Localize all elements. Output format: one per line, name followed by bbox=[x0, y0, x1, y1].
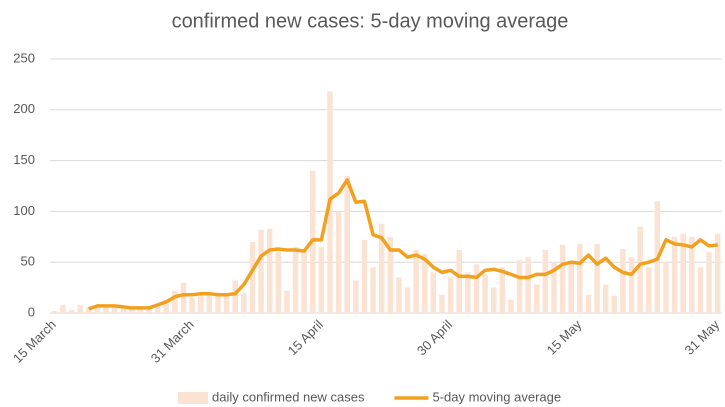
y-tick-label: 0 bbox=[28, 304, 35, 319]
bar bbox=[439, 294, 445, 313]
bar bbox=[86, 307, 92, 313]
bar bbox=[172, 290, 178, 313]
bar bbox=[284, 290, 290, 313]
bar bbox=[129, 307, 135, 313]
x-tick-label: 15 April bbox=[285, 317, 326, 358]
bar bbox=[137, 308, 144, 313]
bar bbox=[292, 246, 299, 313]
bar bbox=[232, 280, 238, 313]
bar bbox=[568, 262, 574, 313]
bar bbox=[594, 243, 600, 313]
bar bbox=[353, 280, 359, 313]
bar bbox=[499, 267, 506, 313]
bar bbox=[413, 250, 419, 313]
bar bbox=[154, 304, 161, 313]
bar bbox=[525, 257, 531, 313]
x-tick-label: 31 March bbox=[148, 317, 197, 366]
bar bbox=[249, 241, 256, 313]
bar bbox=[430, 272, 437, 313]
bar bbox=[120, 306, 126, 313]
chart-title: confirmed new cases: 5-day moving averag… bbox=[172, 10, 569, 32]
bar bbox=[473, 264, 480, 313]
bar bbox=[111, 306, 118, 313]
bar bbox=[577, 243, 583, 313]
bar bbox=[215, 295, 221, 313]
bar bbox=[482, 274, 488, 313]
bar bbox=[447, 277, 454, 313]
bar bbox=[628, 257, 635, 313]
y-tick-label: 150 bbox=[13, 152, 35, 167]
bar bbox=[361, 239, 368, 313]
bar bbox=[344, 175, 350, 313]
bar bbox=[465, 272, 471, 313]
bar bbox=[456, 250, 462, 313]
bar bbox=[335, 211, 342, 313]
bar bbox=[60, 304, 66, 313]
bar bbox=[103, 304, 109, 313]
bar bbox=[637, 226, 643, 313]
bar bbox=[542, 250, 549, 313]
bar bbox=[258, 229, 264, 313]
bar bbox=[697, 267, 704, 313]
bar bbox=[680, 233, 686, 313]
bar bbox=[551, 262, 557, 313]
bar bbox=[370, 267, 376, 313]
bar bbox=[422, 254, 428, 313]
bar bbox=[404, 287, 411, 313]
bar bbox=[508, 299, 514, 313]
bar bbox=[189, 297, 195, 313]
bar bbox=[714, 233, 721, 313]
bar bbox=[663, 262, 669, 313]
bar bbox=[206, 292, 213, 313]
bar bbox=[77, 304, 83, 313]
bar bbox=[163, 300, 170, 313]
bar bbox=[585, 294, 592, 313]
y-tick-label: 250 bbox=[13, 50, 35, 65]
bar bbox=[620, 248, 626, 313]
bar bbox=[602, 284, 609, 313]
line bbox=[88, 178, 718, 311]
bar bbox=[706, 252, 712, 313]
bar bbox=[559, 244, 566, 313]
bar bbox=[180, 282, 187, 313]
bar bbox=[146, 306, 152, 313]
y-tick-label: 200 bbox=[13, 101, 35, 116]
bar bbox=[516, 260, 523, 313]
bar bbox=[318, 246, 325, 313]
x-tick-label: 15 March bbox=[10, 317, 59, 366]
y-tick-label: 100 bbox=[13, 203, 35, 218]
bar bbox=[490, 287, 497, 313]
bar bbox=[611, 295, 618, 313]
bar bbox=[94, 305, 101, 313]
bar bbox=[689, 236, 695, 313]
x-tick-label: 31 May bbox=[681, 317, 722, 358]
bar bbox=[275, 252, 282, 313]
x-tick-label: 15 May bbox=[544, 317, 585, 358]
legend-label: 5-day moving average bbox=[432, 389, 561, 404]
bar bbox=[51, 310, 58, 313]
bar bbox=[534, 284, 540, 313]
legend-label: daily confirmed new cases bbox=[212, 389, 365, 404]
bar bbox=[378, 223, 385, 313]
bar bbox=[646, 267, 652, 313]
bar bbox=[198, 294, 204, 313]
bar bbox=[241, 292, 247, 313]
bar bbox=[396, 277, 402, 313]
bar bbox=[266, 228, 273, 313]
bar bbox=[68, 309, 75, 313]
y-tick-label: 50 bbox=[21, 254, 35, 269]
bar bbox=[387, 236, 394, 313]
bar bbox=[671, 236, 678, 313]
bar bbox=[301, 250, 307, 313]
bar bbox=[223, 294, 230, 313]
x-tick-label: 30 April bbox=[414, 317, 455, 358]
legend-swatch bbox=[178, 392, 208, 404]
